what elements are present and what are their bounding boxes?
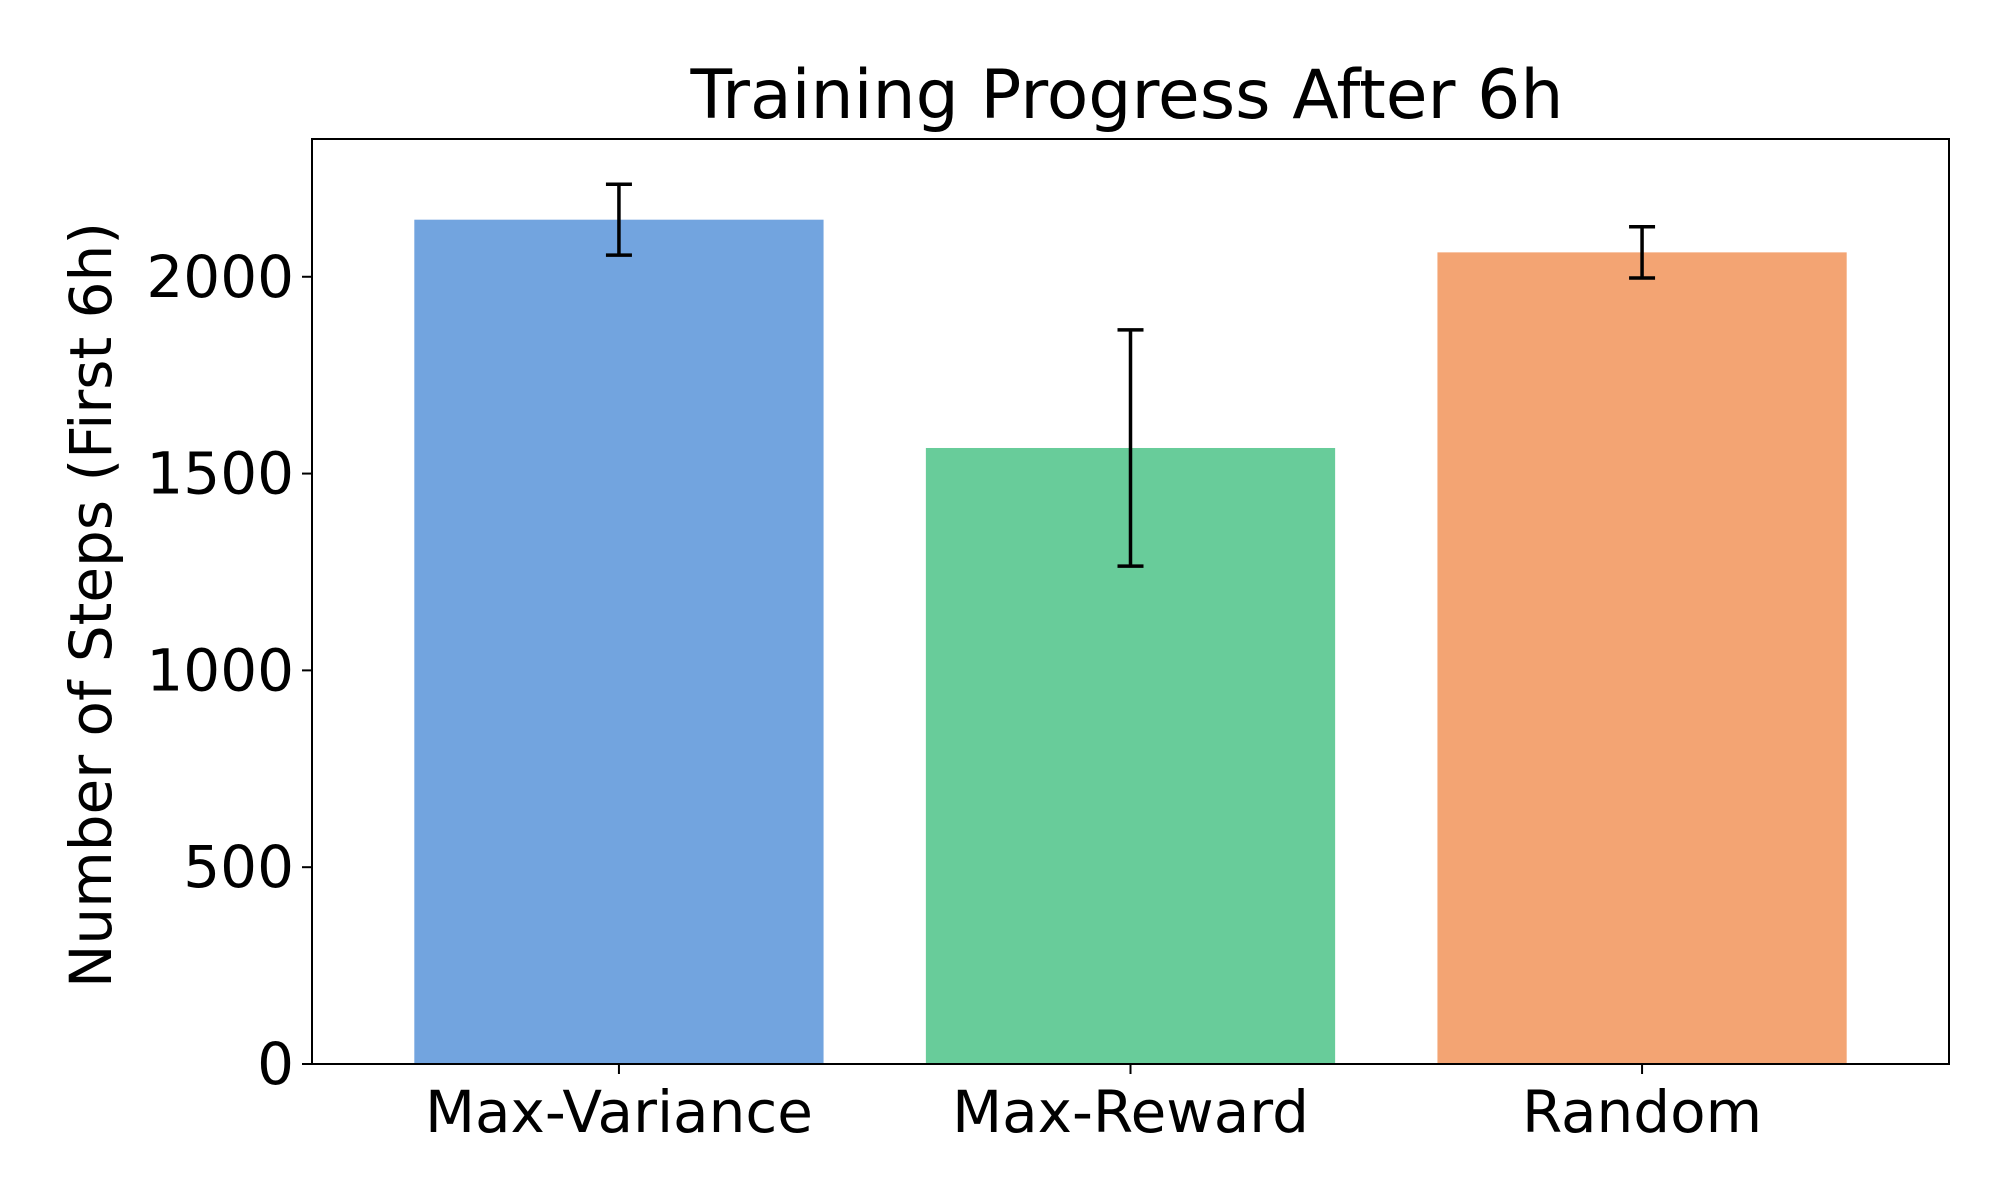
chart-title: Training Progress After 6h [689, 56, 1563, 135]
x-tick-label: Max-Reward [952, 1078, 1309, 1146]
bar-max-variance [414, 220, 823, 1064]
y-axis-label: Number of Steps (First 6h) [57, 222, 125, 988]
x-tick-label: Random [1522, 1078, 1762, 1146]
x-tick-label: Max-Variance [425, 1078, 813, 1146]
y-tick-label: 1000 [146, 636, 294, 704]
y-tick-label: 1500 [146, 440, 294, 508]
y-tick-label: 2000 [146, 243, 294, 311]
y-tick-label: 0 [257, 1030, 294, 1098]
bar-random [1437, 252, 1846, 1064]
y-tick-label: 500 [183, 833, 294, 901]
